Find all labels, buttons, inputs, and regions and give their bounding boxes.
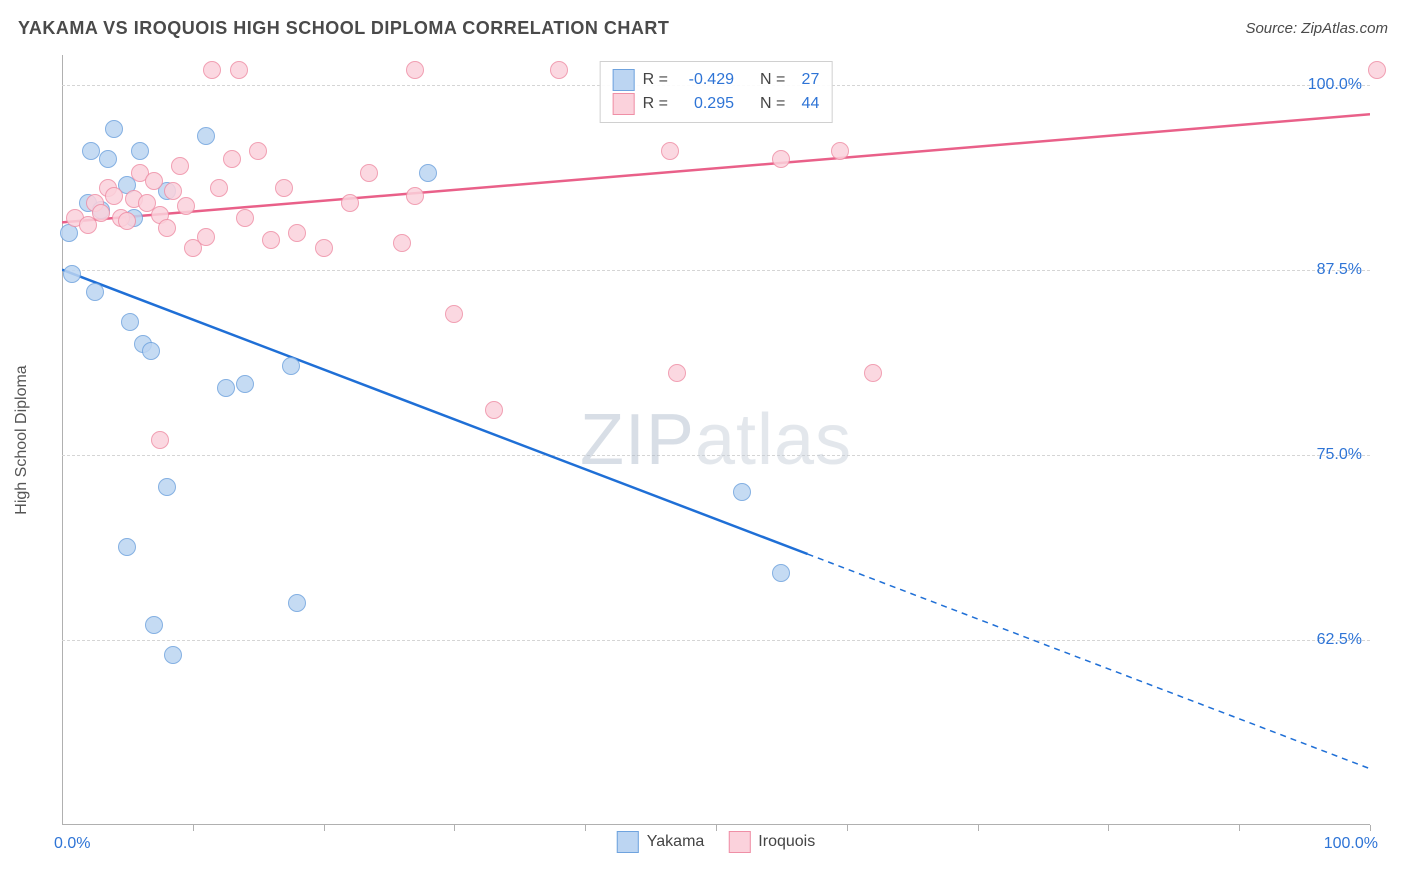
data-point	[177, 197, 195, 215]
data-point	[262, 231, 280, 249]
x-tick	[978, 825, 979, 831]
data-point	[158, 219, 176, 237]
data-point	[210, 179, 228, 197]
data-point	[223, 150, 241, 168]
data-point	[99, 150, 117, 168]
data-point	[203, 61, 221, 79]
y-tick-label: 75.0%	[1317, 446, 1362, 464]
data-point	[772, 150, 790, 168]
data-point	[142, 342, 160, 360]
data-point	[131, 142, 149, 160]
stats-row: R = 0.295 N = 44	[613, 92, 820, 116]
gridline	[62, 270, 1370, 271]
data-point	[197, 228, 215, 246]
data-point	[164, 646, 182, 664]
legend-label: Iroquois	[758, 833, 815, 851]
data-point	[772, 564, 790, 582]
x-tick	[193, 825, 194, 831]
x-tick	[1239, 825, 1240, 831]
y-tick-label: 100.0%	[1308, 76, 1362, 94]
data-point	[550, 61, 568, 79]
x-tick	[454, 825, 455, 831]
y-axis-title: High School Diploma	[13, 365, 31, 514]
data-point	[121, 313, 139, 331]
stats-n-label: N =	[760, 68, 785, 92]
series-legend: Yakama Iroquois	[617, 831, 815, 853]
y-tick-label: 62.5%	[1317, 631, 1362, 649]
data-point	[445, 305, 463, 323]
stats-n-label: N =	[760, 92, 785, 116]
x-axis-min-label: 0.0%	[54, 835, 90, 853]
source-label: Source: ZipAtlas.com	[1245, 20, 1388, 37]
plot-border	[62, 55, 1370, 825]
data-point	[197, 127, 215, 145]
data-point	[661, 142, 679, 160]
data-point	[158, 478, 176, 496]
data-point	[288, 594, 306, 612]
data-point	[236, 209, 254, 227]
data-point	[230, 61, 248, 79]
data-point	[419, 164, 437, 182]
stats-swatch	[613, 93, 635, 115]
x-tick	[1370, 825, 1371, 831]
stats-n-value: 44	[793, 92, 819, 116]
plot-area: 62.5%75.0%87.5%100.0% ZIPatlas R =-0.429…	[62, 55, 1370, 825]
data-point	[236, 375, 254, 393]
data-point	[341, 194, 359, 212]
data-point	[1368, 61, 1386, 79]
data-point	[275, 179, 293, 197]
data-point	[406, 61, 424, 79]
chart-title: YAKAMA VS IROQUOIS HIGH SCHOOL DIPLOMA C…	[18, 18, 669, 39]
gridline	[62, 455, 1370, 456]
legend-swatch	[728, 831, 750, 853]
stats-r-value: -0.429	[676, 68, 734, 92]
data-point	[393, 234, 411, 252]
data-point	[63, 265, 81, 283]
legend-swatch	[617, 831, 639, 853]
data-point	[282, 357, 300, 375]
data-point	[249, 142, 267, 160]
data-point	[171, 157, 189, 175]
y-tick-label: 87.5%	[1317, 261, 1362, 279]
data-point	[864, 364, 882, 382]
stats-r-value: 0.295	[676, 92, 734, 116]
gridline	[62, 640, 1370, 641]
data-point	[118, 212, 136, 230]
data-point	[118, 538, 136, 556]
x-tick	[847, 825, 848, 831]
data-point	[831, 142, 849, 160]
data-point	[151, 431, 169, 449]
x-axis-max-label: 100.0%	[1324, 835, 1378, 853]
stats-legend: R = -0.429 N = 27 R = 0.295 N = 44	[600, 61, 833, 123]
x-tick	[585, 825, 586, 831]
data-point	[145, 172, 163, 190]
legend-item: Yakama	[617, 831, 705, 853]
data-point	[668, 364, 686, 382]
data-point	[82, 142, 100, 160]
data-point	[288, 224, 306, 242]
data-point	[145, 616, 163, 634]
data-point	[360, 164, 378, 182]
data-point	[92, 204, 110, 222]
legend-label: Yakama	[647, 833, 705, 851]
stats-swatch	[613, 69, 635, 91]
data-point	[164, 182, 182, 200]
data-point	[406, 187, 424, 205]
stats-r-label: R =	[643, 92, 668, 116]
data-point	[733, 483, 751, 501]
stats-n-value: 27	[793, 68, 819, 92]
data-point	[86, 283, 104, 301]
x-tick	[1108, 825, 1109, 831]
stats-row: R = -0.429 N = 27	[613, 68, 820, 92]
x-tick	[324, 825, 325, 831]
legend-item: Iroquois	[728, 831, 815, 853]
data-point	[217, 379, 235, 397]
data-point	[105, 187, 123, 205]
data-point	[105, 120, 123, 138]
stats-r-label: R =	[643, 68, 668, 92]
data-point	[485, 401, 503, 419]
data-point	[315, 239, 333, 257]
